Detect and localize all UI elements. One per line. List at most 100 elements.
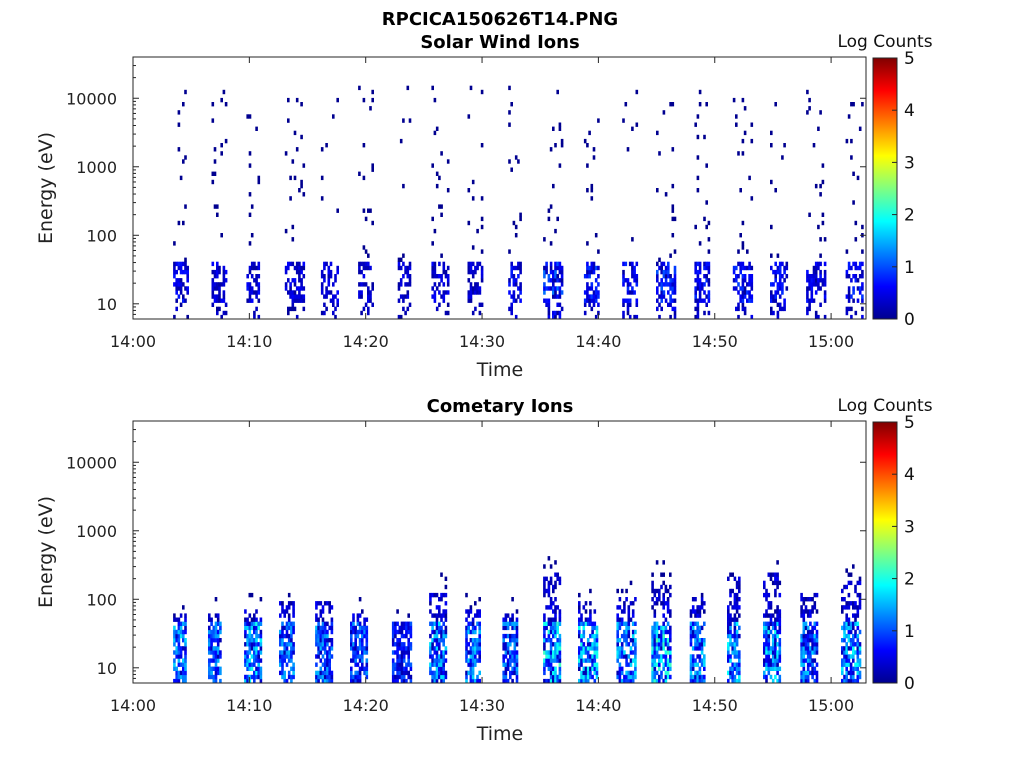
heatmap-cell xyxy=(856,613,860,618)
heatmap-cell xyxy=(433,592,437,598)
heatmap-cell xyxy=(781,261,784,267)
heatmap-cell xyxy=(506,678,510,684)
heatmap-cell xyxy=(255,658,258,663)
heatmap-cell xyxy=(623,678,626,684)
heatmap-cell xyxy=(321,621,325,626)
heatmap-cell xyxy=(852,678,855,684)
heatmap-cell xyxy=(298,274,301,279)
heatmap-cell xyxy=(281,638,284,643)
heatmap-cell xyxy=(435,621,439,626)
heatmap-cell xyxy=(515,654,519,659)
heatmap-cell xyxy=(465,642,468,647)
heatmap-cell xyxy=(696,306,700,312)
heatmap-cell xyxy=(431,654,434,659)
heatmap-cell xyxy=(214,670,218,676)
heatmap-cell xyxy=(592,261,596,267)
heatmap-cell xyxy=(858,286,862,291)
heatmap-cell xyxy=(765,658,768,663)
heatmap-cell xyxy=(214,662,218,667)
heatmap-cell xyxy=(216,642,220,647)
heatmap-cell xyxy=(582,674,586,680)
heatmap-cell xyxy=(431,625,434,631)
heatmap-cell xyxy=(407,662,410,667)
x-axis-label-cometary: Time xyxy=(476,723,524,745)
heatmap-cell xyxy=(179,265,183,271)
heatmap-cell xyxy=(519,261,522,267)
heatmap-cell xyxy=(852,171,855,176)
heatmap-cell xyxy=(402,274,405,279)
heatmap-cell xyxy=(440,274,443,279)
heatmap-cell xyxy=(224,310,228,316)
heatmap-cell xyxy=(212,650,216,655)
heatmap-cell xyxy=(694,265,697,271)
heatmap-cell xyxy=(212,638,216,643)
heatmap-cell xyxy=(705,302,708,307)
heatmap-cell xyxy=(843,584,846,590)
heatmap-cell xyxy=(354,674,357,680)
heatmap-cell xyxy=(854,678,857,684)
heatmap-cell xyxy=(696,278,700,283)
heatmap-cell xyxy=(279,642,282,647)
heatmap-cell xyxy=(841,662,844,667)
heatmap-cell xyxy=(809,621,812,626)
y-tick-label: 10000 xyxy=(66,453,117,472)
heatmap-cell xyxy=(517,159,520,164)
heatmap-cell xyxy=(558,613,562,618)
heatmap-cell xyxy=(358,613,362,618)
heatmap-cell xyxy=(694,290,697,295)
heatmap-cell xyxy=(729,613,732,618)
heatmap-cell xyxy=(208,650,211,655)
heatmap-cell xyxy=(810,290,814,295)
heatmap-cell xyxy=(323,278,326,283)
heatmap-cell xyxy=(673,274,677,279)
heatmap-cell xyxy=(446,159,450,164)
heatmap-cell xyxy=(253,654,256,659)
heatmap-cell xyxy=(407,625,410,631)
heatmap-cell xyxy=(658,302,661,307)
heatmap-cell xyxy=(405,666,408,671)
heatmap-cell xyxy=(354,658,357,663)
heatmap-cell xyxy=(703,134,706,140)
heatmap-cell xyxy=(317,646,320,651)
heatmap-cell xyxy=(293,306,297,312)
heatmap-cell xyxy=(705,224,708,230)
heatmap-cell xyxy=(694,122,697,127)
heatmap-cell xyxy=(774,102,777,107)
heatmap-cell xyxy=(655,621,659,626)
heatmap-cell xyxy=(554,265,557,271)
heatmap-cell xyxy=(696,175,700,181)
heatmap-cell xyxy=(257,274,261,279)
heatmap-cell xyxy=(552,294,555,299)
heatmap-cell xyxy=(208,613,211,618)
heatmap-cell xyxy=(660,654,663,659)
heatmap-cell xyxy=(248,666,252,671)
heatmap-cell xyxy=(806,666,810,671)
heatmap-cell xyxy=(315,642,318,647)
heatmap-cell xyxy=(469,654,473,659)
heatmap-cell xyxy=(765,646,768,651)
heatmap-cell xyxy=(631,609,635,614)
heatmap-cell xyxy=(352,654,355,659)
heatmap-cell xyxy=(467,278,471,283)
heatmap-cell xyxy=(438,625,441,631)
heatmap-cell xyxy=(586,666,590,671)
heatmap-cell xyxy=(391,666,395,671)
heatmap-cell xyxy=(545,678,548,684)
heatmap-cell xyxy=(662,261,666,267)
heatmap-cell xyxy=(778,646,782,651)
heatmap-cell xyxy=(474,265,477,271)
heatmap-cell xyxy=(819,302,822,307)
heatmap-cell xyxy=(295,298,299,303)
heatmap-cell xyxy=(593,621,597,626)
heatmap-cell xyxy=(326,621,329,626)
heatmap-cell xyxy=(394,625,397,631)
heatmap-cell xyxy=(558,662,562,667)
heatmap-cell xyxy=(213,274,217,279)
heatmap-cell xyxy=(696,662,699,667)
heatmap-cell xyxy=(698,282,702,287)
heatmap-cell xyxy=(480,274,484,279)
heatmap-cell xyxy=(435,613,439,618)
heatmap-cell xyxy=(696,114,700,119)
heatmap-cell xyxy=(618,646,622,651)
